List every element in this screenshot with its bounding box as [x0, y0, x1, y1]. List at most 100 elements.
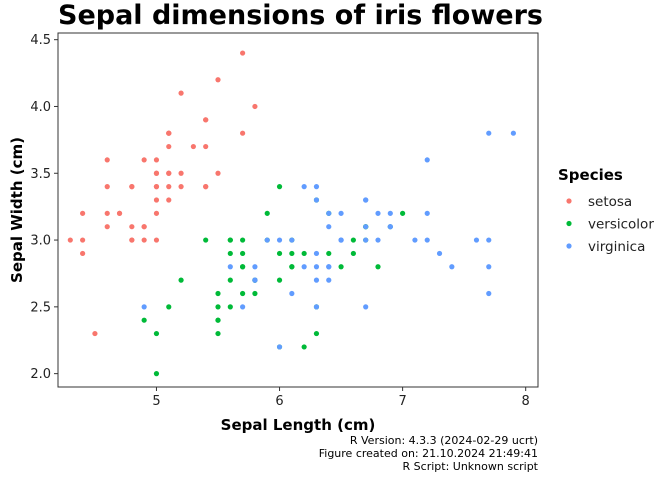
x-tick-label: 5: [152, 394, 160, 409]
data-point-virginica: [363, 224, 369, 230]
data-point-setosa: [153, 184, 160, 190]
data-point-versicolor: [153, 330, 160, 337]
data-point-setosa: [178, 184, 184, 190]
data-point-virginica: [276, 237, 283, 243]
data-point-versicolor: [203, 237, 209, 243]
data-point-virginica: [301, 184, 307, 190]
data-point-setosa: [104, 184, 110, 190]
caption-created-on: Figure created on: 21.10.2024 21:49:41: [319, 447, 538, 460]
y-tick-label: 4.5: [30, 33, 51, 48]
legend-label-versicolor: versicolor: [588, 217, 654, 233]
legend-label-virginica: virginica: [588, 239, 645, 255]
data-point-virginica: [338, 237, 344, 243]
data-point-versicolor: [289, 264, 295, 270]
legend-key-setosa: [566, 198, 572, 204]
data-point-versicolor: [375, 264, 381, 270]
data-point-setosa: [67, 237, 73, 243]
data-point-virginica: [313, 277, 320, 283]
data-point-virginica: [424, 157, 430, 163]
legend-key-virginica: [566, 243, 572, 249]
data-point-versicolor: [400, 210, 406, 216]
x-tick-label: 6: [275, 394, 283, 409]
data-point-virginica: [473, 237, 480, 243]
data-point-virginica: [326, 277, 332, 283]
data-point-setosa: [252, 103, 258, 110]
data-point-virginica: [412, 237, 418, 243]
data-point-versicolor: [289, 250, 295, 257]
data-point-virginica: [363, 304, 369, 310]
data-point-setosa: [166, 184, 172, 190]
data-point-virginica: [301, 264, 307, 270]
data-point-setosa: [92, 330, 98, 337]
data-point-virginica: [375, 237, 381, 243]
data-point-virginica: [289, 237, 295, 243]
data-point-versicolor: [153, 371, 160, 377]
data-point-versicolor: [276, 250, 283, 257]
data-point-versicolor: [276, 277, 283, 283]
data-point-virginica: [313, 264, 320, 270]
legend-key-versicolor: [566, 220, 572, 227]
data-point-virginica: [486, 290, 492, 297]
data-point-setosa: [104, 224, 110, 230]
data-point-virginica: [326, 264, 332, 270]
data-point-versicolor: [338, 264, 344, 270]
x-tick-label: 8: [522, 394, 530, 409]
data-point-setosa: [166, 170, 172, 176]
legend: Species setosa versicolor virginica: [558, 166, 654, 255]
data-point-setosa: [203, 143, 209, 150]
data-point-versicolor: [227, 250, 233, 257]
data-point-setosa: [215, 77, 221, 83]
data-point-versicolor: [301, 250, 307, 257]
data-point-setosa: [153, 210, 160, 216]
data-point-versicolor: [215, 304, 221, 310]
data-point-versicolor: [326, 250, 332, 257]
data-point-virginica: [240, 304, 246, 310]
data-point-virginica: [326, 224, 332, 230]
data-point-setosa: [141, 224, 147, 230]
data-point-virginica: [449, 264, 455, 270]
data-point-setosa: [166, 143, 172, 150]
data-point-virginica: [486, 130, 492, 136]
caption-r-version: R Version: 4.3.3 (2024-02-29 ucrt): [350, 434, 538, 447]
legend-label-setosa: setosa: [588, 194, 632, 210]
data-point-setosa: [215, 170, 221, 176]
data-point-setosa: [166, 197, 172, 203]
data-point-setosa: [116, 210, 123, 216]
y-axis: 2.0 2.5 3.0 3.5 4.0 4.5: [30, 33, 58, 382]
data-point-virginica: [363, 237, 369, 243]
data-point-versicolor: [240, 250, 246, 257]
data-points: [67, 50, 516, 377]
data-point-virginica: [313, 304, 320, 310]
data-point-virginica: [264, 237, 270, 243]
data-point-setosa: [153, 197, 160, 203]
data-point-setosa: [203, 184, 209, 190]
data-point-virginica: [375, 210, 381, 216]
legend-title: Species: [558, 166, 623, 184]
data-point-setosa: [153, 237, 160, 243]
data-point-versicolor: [227, 304, 233, 310]
data-point-setosa: [141, 237, 147, 243]
data-point-virginica: [313, 184, 320, 190]
data-point-versicolor: [240, 237, 246, 243]
data-point-virginica: [326, 210, 332, 216]
data-point-versicolor: [166, 304, 172, 310]
data-point-virginica: [424, 210, 430, 216]
data-point-setosa: [104, 210, 110, 216]
data-point-setosa: [178, 90, 184, 96]
caption: R Version: 4.3.3 (2024-02-29 ucrt) Figur…: [319, 434, 539, 473]
data-point-setosa: [129, 237, 135, 243]
data-point-setosa: [80, 210, 86, 216]
data-point-versicolor: [276, 184, 283, 190]
data-point-virginica: [252, 264, 258, 270]
data-point-versicolor: [350, 237, 356, 243]
data-point-virginica: [424, 237, 430, 243]
data-point-versicolor: [141, 317, 147, 323]
data-point-virginica: [276, 344, 283, 350]
data-point-setosa: [153, 157, 160, 163]
data-point-virginica: [486, 264, 492, 270]
y-tick-label: 4.0: [30, 100, 51, 115]
data-point-virginica: [313, 197, 320, 203]
data-point-versicolor: [301, 344, 307, 350]
data-point-versicolor: [240, 264, 246, 270]
